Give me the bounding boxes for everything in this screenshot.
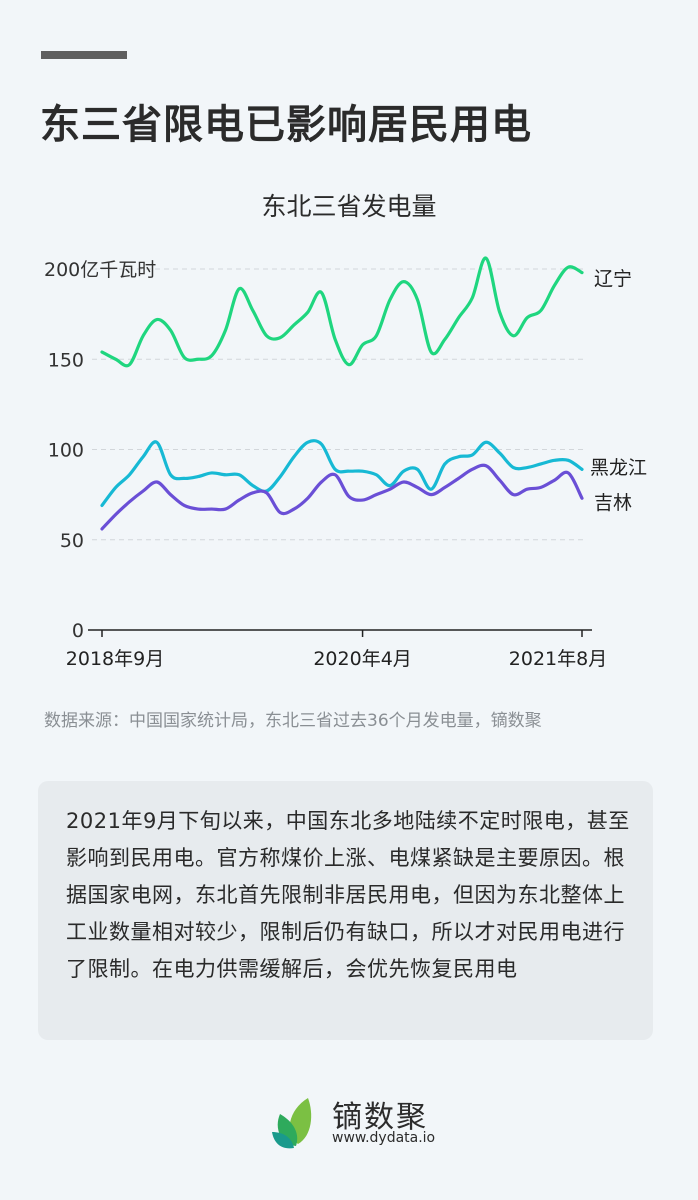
data-source-note: 数据来源：中国国家统计局，东北三省过去36个月发电量，镝数聚 — [44, 711, 542, 731]
x-axis: 2018年9月 2020年4月 2021年8月 — [66, 629, 607, 670]
chart-gridlines — [92, 268, 586, 541]
series-label: 辽宁 — [594, 268, 632, 290]
x-tick-label: 2018年9月 — [66, 648, 164, 670]
series-label: 黑龙江 — [590, 457, 647, 479]
y-axis: 0 50 100 150 200亿千瓦时 — [44, 259, 156, 642]
series-line — [100, 463, 584, 531]
series-label: 吉林 — [594, 492, 632, 514]
brand-name: 镝数聚 — [332, 1100, 428, 1135]
series-line — [100, 439, 584, 508]
leaf-logo-icon — [272, 1098, 312, 1149]
y-tick-label: 50 — [60, 530, 84, 552]
y-tick-label: 150 — [48, 349, 84, 371]
page-headline: 东三省限电已影响居民用电 — [40, 102, 532, 148]
series-line — [100, 256, 584, 368]
brand-url: www.dydata.io — [332, 1130, 436, 1146]
summary-card: 2021年9月下旬以来，中国东北多地陆续不定时限电，甚至影响到民用电。官方称煤价… — [38, 781, 653, 1040]
summary-text: 2021年9月下旬以来，中国东北多地陆续不定时限电，甚至影响到民用电。官方称煤价… — [66, 809, 630, 981]
y-tick-label: 0 — [72, 620, 84, 642]
x-tick-label: 2020年4月 — [313, 648, 411, 670]
line-chart: 0 50 100 150 200亿千瓦时 2018年9月 2020年4月 2021年8月 辽… — [44, 256, 647, 670]
x-tick-label: 2021年8月 — [509, 648, 607, 670]
brand-logo: 镝数聚 www.dydata.io — [270, 1092, 440, 1152]
y-tick-label: 200亿千瓦时 — [44, 259, 156, 281]
chart-title: 东北三省发电量 — [261, 192, 437, 221]
y-tick-label: 100 — [48, 440, 84, 462]
decorative-bar — [41, 51, 127, 59]
chart-series — [100, 256, 584, 531]
